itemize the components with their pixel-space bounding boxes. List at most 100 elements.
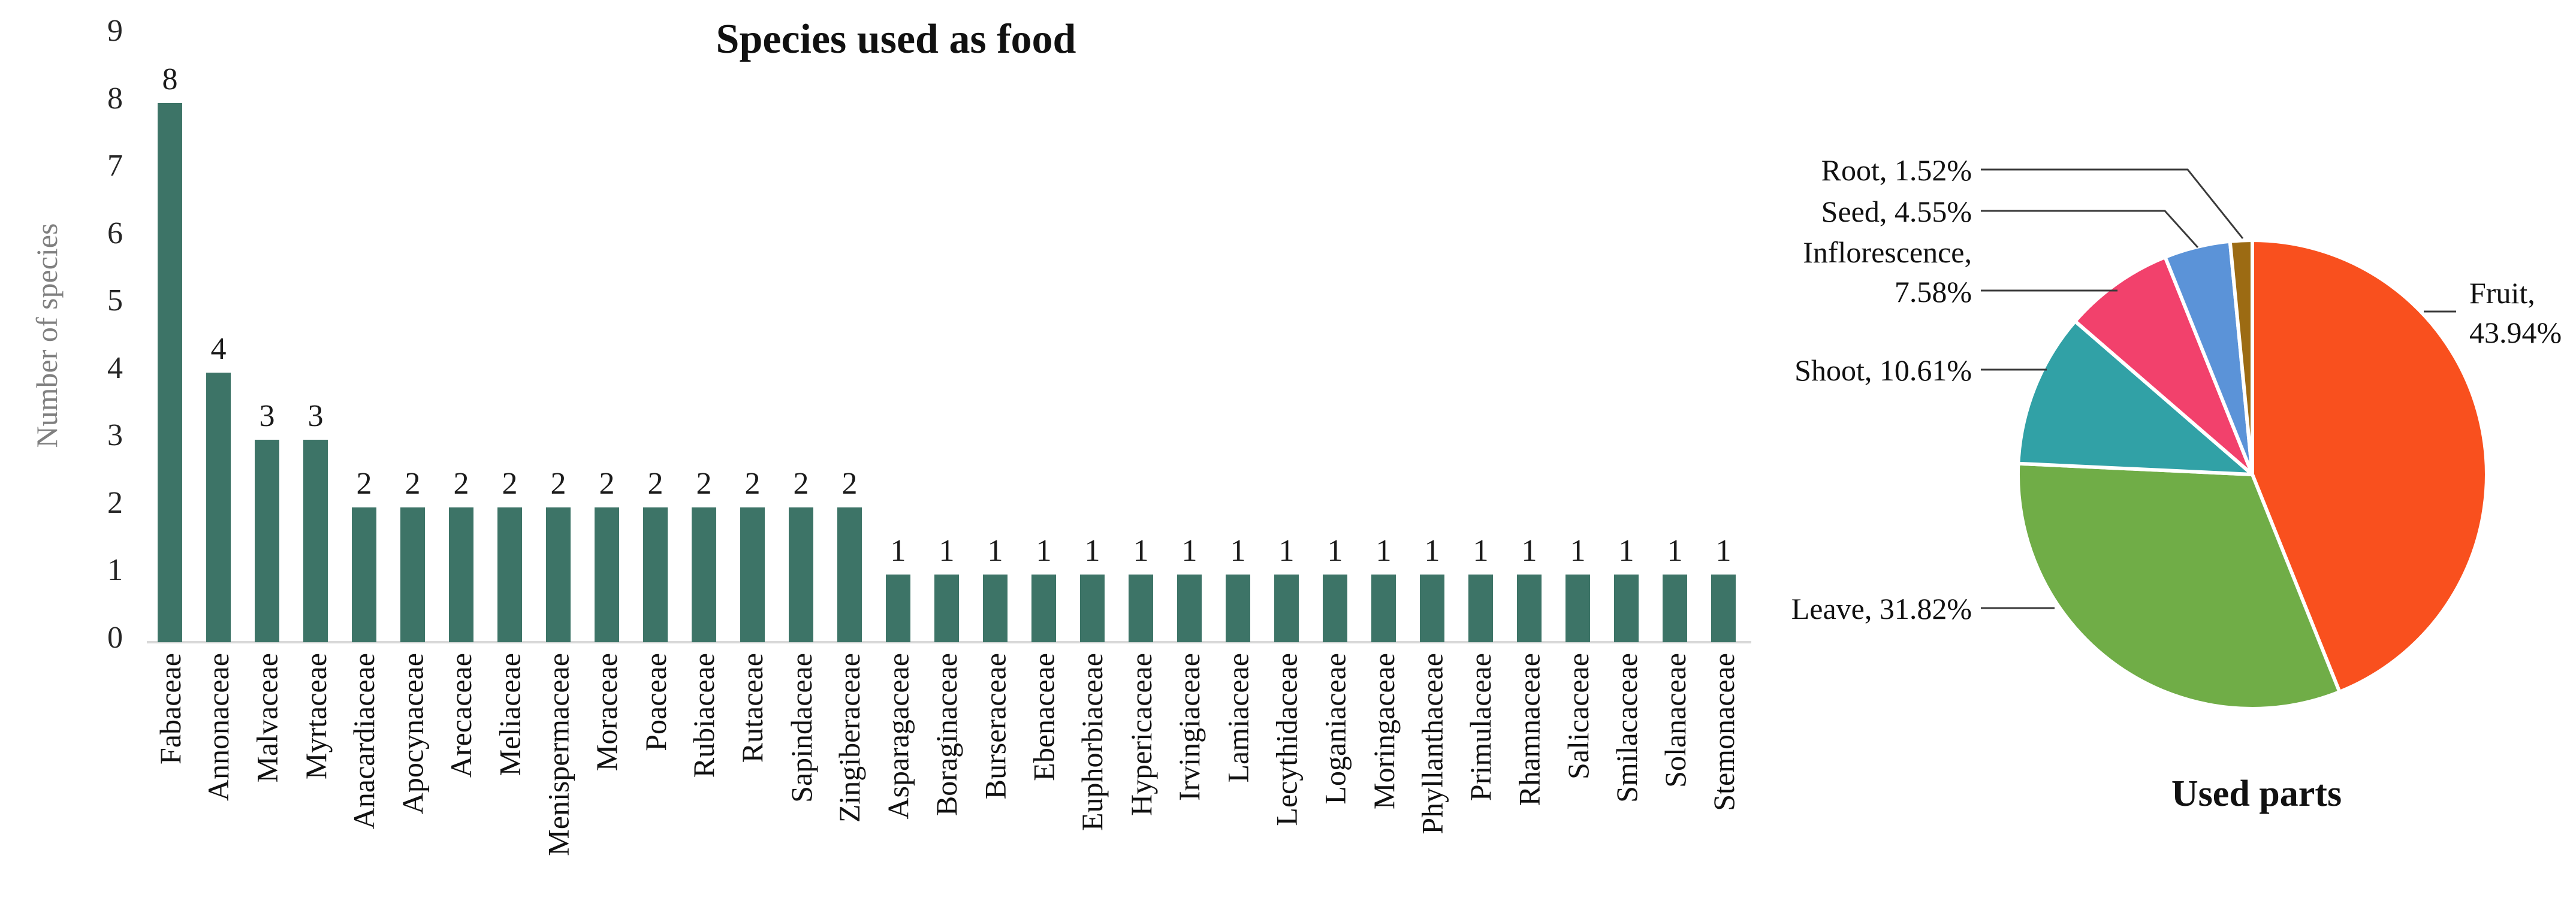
bar xyxy=(1663,575,1687,642)
y-tick-label: 3 xyxy=(107,418,123,453)
bar xyxy=(1420,575,1444,642)
bar-value-label: 2 xyxy=(550,466,566,501)
y-tick-label: 0 xyxy=(107,621,123,655)
pie-label-fruit: Fruit, 43.94% xyxy=(2469,273,2562,352)
bar-value-label: 2 xyxy=(841,466,858,501)
bar-value-label: 3 xyxy=(259,399,275,434)
bar xyxy=(1226,575,1250,642)
leader-line-seed xyxy=(1981,210,2199,249)
bar xyxy=(643,507,668,642)
bar xyxy=(1371,575,1396,642)
bar xyxy=(934,575,959,642)
leader-line-root xyxy=(1981,168,2244,239)
bar-value-label: 1 xyxy=(1036,534,1052,569)
bar-value-label: 1 xyxy=(939,534,955,569)
pie-slice-root xyxy=(2228,238,2254,476)
bar xyxy=(1517,575,1542,642)
bar-value-label: 2 xyxy=(453,466,469,501)
bar-chart-title: Species used as food xyxy=(716,16,1076,62)
bar xyxy=(206,372,231,642)
bar-value-label: 2 xyxy=(647,466,663,501)
pie-label-line: Inflorescence, xyxy=(1803,235,1972,269)
bar-value-label: 2 xyxy=(744,466,761,501)
bar xyxy=(1565,575,1590,642)
bar-value-label: 4 xyxy=(210,331,227,366)
y-tick-label: 5 xyxy=(107,283,123,318)
bar xyxy=(1323,575,1347,642)
pie-slice-fruit xyxy=(2251,238,2488,694)
bar xyxy=(789,507,813,642)
pie-label-line: 7.58% xyxy=(1894,275,1972,309)
bar xyxy=(595,507,619,642)
bar xyxy=(740,507,765,642)
pie-slice-inflorescence xyxy=(2073,255,2254,476)
bar-value-label: 1 xyxy=(1521,534,1537,569)
bar-value-label: 1 xyxy=(1424,534,1440,569)
y-tick-label: 2 xyxy=(107,485,123,520)
pie-label-inflorescence: Inflorescence, 7.58% xyxy=(1803,232,1972,312)
bar xyxy=(546,507,571,642)
y-tick-label: 6 xyxy=(107,216,123,250)
bar xyxy=(1468,575,1493,642)
y-tick-label: 1 xyxy=(107,553,123,588)
bar-value-label: 1 xyxy=(987,534,1003,569)
x-axis-line xyxy=(147,641,1751,643)
pie-label-seed: Seed, 4.55% xyxy=(1821,192,1972,231)
bar xyxy=(1711,575,1736,642)
bar xyxy=(303,440,328,642)
bar xyxy=(1080,575,1105,642)
bar xyxy=(983,575,1008,642)
bar-value-label: 1 xyxy=(1473,534,1489,569)
bar-value-label: 1 xyxy=(1715,534,1732,569)
bar-value-label: 2 xyxy=(793,466,809,501)
bar-value-label: 2 xyxy=(502,466,518,501)
bar-value-label: 1 xyxy=(1133,534,1149,569)
y-tick-label: 8 xyxy=(107,81,123,116)
bar-value-label: 1 xyxy=(1667,534,1683,569)
y-tick-label: 4 xyxy=(107,350,123,385)
pie-label-line: Root, 1.52% xyxy=(1821,153,1972,187)
bar-value-label: 1 xyxy=(1618,534,1634,569)
bar xyxy=(255,440,279,642)
pie-label-line: Fruit, xyxy=(2469,276,2535,310)
bar xyxy=(158,102,182,642)
pie-chart-title: Used parts xyxy=(2171,773,2342,814)
bar-value-label: 2 xyxy=(356,466,372,501)
pie-label-line: Seed, 4.55% xyxy=(1821,195,1972,228)
bar-value-label: 1 xyxy=(1230,534,1246,569)
pie-label-shoot: Shoot, 10.61% xyxy=(1794,350,1972,390)
bar-value-label: 2 xyxy=(405,466,421,501)
bar xyxy=(837,507,862,642)
bar-value-label: 1 xyxy=(1327,534,1343,569)
bar-value-label: 1 xyxy=(1570,534,1586,569)
pie-slice-leave xyxy=(2016,461,2342,711)
bar-value-label: 3 xyxy=(307,399,324,434)
bar-value-label: 2 xyxy=(599,466,615,501)
y-tick-label: 7 xyxy=(107,149,123,183)
bar-value-label: 1 xyxy=(1084,534,1100,569)
bar xyxy=(352,507,376,642)
bar xyxy=(449,507,473,642)
pie-label-line: Leave, 31.82% xyxy=(1791,592,1972,625)
bar xyxy=(886,575,910,642)
bar xyxy=(1031,575,1056,642)
pie-label-leave: Leave, 31.82% xyxy=(1791,589,1972,628)
y-tick-label: 9 xyxy=(107,13,123,48)
bar-value-label: 1 xyxy=(890,534,906,569)
bar xyxy=(692,507,716,642)
bar-value-label: 2 xyxy=(696,466,712,501)
pie-label-line: Shoot, 10.61% xyxy=(1794,353,1972,387)
bar-value-label: 1 xyxy=(1376,534,1392,569)
bar xyxy=(497,507,522,642)
bar xyxy=(1177,575,1202,642)
bar-value-label: 1 xyxy=(1278,534,1295,569)
pie-label-line: 43.94% xyxy=(2469,316,2562,349)
bar xyxy=(1614,575,1639,642)
pie-slice-shoot xyxy=(2016,319,2254,476)
bar-value-label: 8 xyxy=(162,62,178,96)
bar xyxy=(400,507,425,642)
bar-value-label: 1 xyxy=(1181,534,1197,569)
bar xyxy=(1129,575,1153,642)
